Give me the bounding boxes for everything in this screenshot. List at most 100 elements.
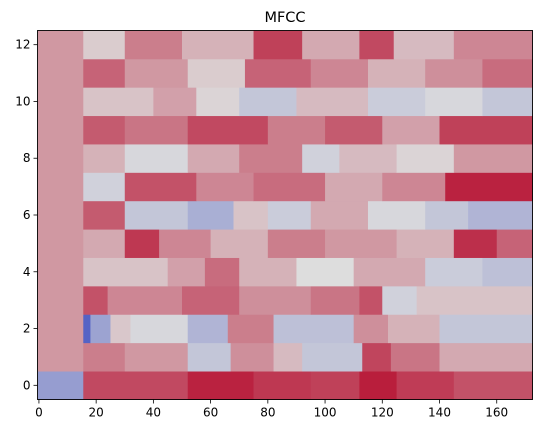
heatmap-cell [37,342,84,372]
heatmap-cell [416,285,533,315]
heatmap-cell [267,200,312,230]
x-axis: 0 20 40 60 80 100 120 140 160 [35,399,508,420]
x-tick-label: 40 [146,406,161,420]
heatmap-cell [83,314,91,344]
heatmap-cell [187,115,269,145]
heatmap-cell [310,58,369,88]
heatmap-cell [83,115,126,145]
heatmap-cell [187,144,240,173]
heatmap-cell [310,200,369,230]
heatmap-cell [37,229,84,258]
heatmap-cell [239,285,312,315]
heatmap-cell [253,172,326,202]
y-tick-label: 4 [23,265,31,279]
heatmap-cell [325,172,383,202]
heatmap-cell [425,200,469,230]
x-tick-label: 20 [89,406,104,420]
heatmap-cell [37,200,84,230]
x-tick-label: 140 [428,406,451,420]
heatmap-cell [83,30,126,60]
heatmap-cell [453,229,498,258]
heatmap-cell [37,30,84,60]
heatmap-cell [124,172,197,202]
heatmap-cell [124,200,189,230]
heatmap-cell [83,371,189,400]
heatmap-cell [310,285,360,315]
heatmap-cell [439,314,533,344]
heatmap-cell [353,257,426,287]
heatmap-cell [110,314,131,344]
heatmap-cell [302,30,360,60]
heatmap-cell [367,58,426,88]
heatmap-cell [204,257,240,287]
heatmap-cell [167,257,206,287]
heatmap-cell [37,314,84,344]
heatmap-cell [227,314,274,344]
heatmap-cell [107,285,183,315]
heatmap-cell [359,285,383,315]
heatmap-cell [83,144,126,173]
y-tick-label: 8 [23,151,31,165]
heatmap-cell [425,87,483,117]
x-tick-label: 120 [371,406,394,420]
heatmap-cell [396,371,455,400]
heatmap-cell [239,257,297,287]
heatmap-cell [362,342,392,372]
heatmap-cell [83,87,154,117]
heatmap-cell [396,229,455,258]
heatmap-cell [239,144,303,173]
y-axis: 0 2 4 6 8 10 12 [15,38,38,392]
heatmap-cell [244,58,312,88]
heatmap-cell [124,342,189,372]
heatmap-cell [124,115,189,145]
heatmap-cell [468,200,533,230]
heatmap-cell [273,314,355,344]
heatmap-cell [273,342,303,372]
heatmap-cell [37,87,84,117]
chart-title: MFCC [264,10,305,26]
heatmap-cell [496,229,533,258]
heatmap-cell [196,87,240,117]
x-tick-label: 160 [485,406,508,420]
heatmap-cell [390,342,440,372]
heatmap-cell [187,342,232,372]
heatmap-cell [425,58,483,88]
heatmap-cell [367,200,426,230]
heatmap-cell [453,371,533,400]
heatmap-cell [396,144,455,173]
heatmap-cell [124,58,189,88]
y-tick-label: 6 [23,208,31,222]
heatmap-cell [196,172,254,202]
heatmap-cell [382,115,440,145]
heatmap-cell [187,200,234,230]
heatmap-cell [310,371,360,400]
heatmap-cell [187,371,254,400]
heatmap-cell [445,172,533,202]
x-tick-label: 60 [203,406,218,420]
heatmap-cells [37,30,533,400]
heatmap-cell [482,257,533,287]
heatmap-cell [124,144,189,173]
heatmap-cell [159,229,211,258]
heatmap-cell [253,30,303,60]
heatmap-cell [230,342,274,372]
heatmap-cell [124,229,160,258]
heatmap-cell [439,342,533,372]
heatmap-cell [187,58,246,88]
plot-frame [37,30,533,400]
heatmap-cell [359,371,397,400]
heatmap-cell [83,200,126,230]
heatmap-cell [388,314,440,344]
x-tick-label: 80 [260,406,275,420]
heatmap-cell [83,229,126,258]
heatmap-cell [239,87,297,117]
heatmap-cell [181,30,254,60]
heatmap-cell [453,30,533,60]
heatmap-cell [253,371,312,400]
heatmap-cell [233,200,269,230]
heatmap-cell [393,30,455,60]
heatmap-cell [325,115,383,145]
heatmap-cell [210,229,269,258]
heatmap-cell [359,30,395,60]
heatmap-cell [153,87,197,117]
